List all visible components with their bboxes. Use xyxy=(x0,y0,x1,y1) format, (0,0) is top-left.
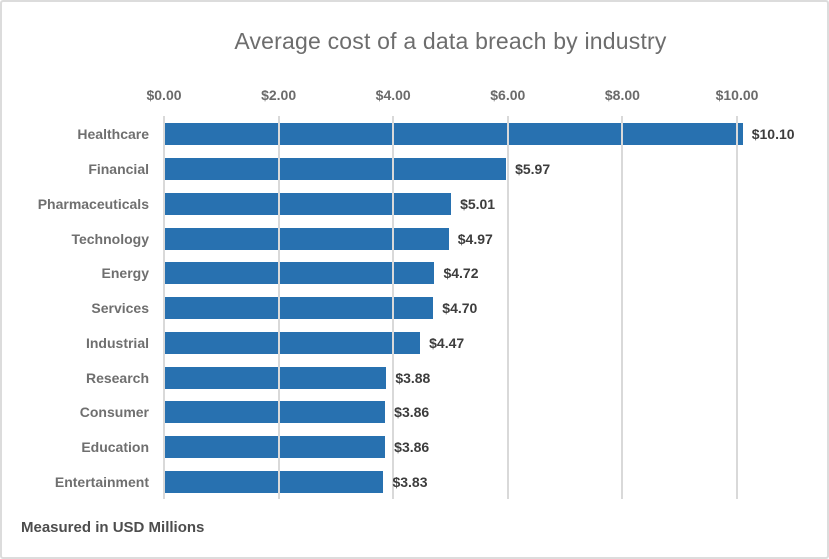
bar xyxy=(164,435,386,458)
chart-footnote: Measured in USD Millions xyxy=(21,519,205,536)
bar xyxy=(164,470,384,493)
bar-row: Pharmaceuticals $5.01 xyxy=(2,186,827,221)
value-label: $10.10 xyxy=(751,126,795,143)
value-label: $5.97 xyxy=(515,161,551,178)
value-label: $5.01 xyxy=(460,195,496,212)
bar xyxy=(164,297,434,320)
bar-row: Consumer $3.86 xyxy=(2,395,827,430)
x-axis-tick-label: $2.00 xyxy=(261,87,297,103)
value-label: $3.88 xyxy=(395,369,431,386)
x-axis-tick-label: $0.00 xyxy=(146,87,182,103)
value-label: $3.86 xyxy=(394,438,430,455)
bar xyxy=(164,331,421,354)
bar-row: Education $3.86 xyxy=(2,430,827,465)
x-axis-tick-label: $6.00 xyxy=(490,87,526,103)
bar-row: Financial $5.97 xyxy=(2,152,827,187)
x-axis-tick-label: $8.00 xyxy=(604,87,640,103)
category-label: Research xyxy=(85,369,149,386)
category-label: Technology xyxy=(71,230,149,247)
bar-row: Services $4.70 xyxy=(2,291,827,326)
value-label: $4.72 xyxy=(443,265,479,282)
value-label: $4.70 xyxy=(442,300,478,317)
bar-rows: Healthcare $10.10 Financial $5.97 Pharmaceut… xyxy=(2,117,827,499)
bar xyxy=(164,158,507,181)
bar-row: Research $3.88 xyxy=(2,360,827,395)
bar xyxy=(164,227,449,250)
category-label: Pharmaceuticals xyxy=(37,195,149,212)
bar xyxy=(164,192,452,215)
value-label: $4.97 xyxy=(457,230,493,247)
category-label: Energy xyxy=(101,265,149,282)
category-label: Consumer xyxy=(79,404,149,421)
category-label: Healthcare xyxy=(77,126,149,143)
bar xyxy=(164,123,743,146)
x-axis-tick-label: $4.00 xyxy=(375,87,411,103)
category-label: Education xyxy=(81,438,149,455)
bar-row: Healthcare $10.10 xyxy=(2,117,827,152)
bar xyxy=(164,262,435,285)
bar-row: Entertainment $3.83 xyxy=(2,464,827,499)
bar-row: Industrial $4.47 xyxy=(2,325,827,360)
category-label: Services xyxy=(91,300,149,317)
bar-row: Technology $4.97 xyxy=(2,221,827,256)
value-label: $3.86 xyxy=(394,404,430,421)
category-label: Industrial xyxy=(85,334,149,351)
x-axis-tick-label: $10.00 xyxy=(715,87,759,103)
category-label: Financial xyxy=(88,161,149,178)
chart-title: Average cost of a data breach by industr… xyxy=(234,28,667,54)
bar xyxy=(164,401,386,424)
bar xyxy=(164,366,387,389)
value-label: $4.47 xyxy=(429,334,465,351)
bar-row: Energy $4.72 xyxy=(2,256,827,291)
value-label: $3.83 xyxy=(392,473,428,490)
category-label: Entertainment xyxy=(54,473,149,490)
